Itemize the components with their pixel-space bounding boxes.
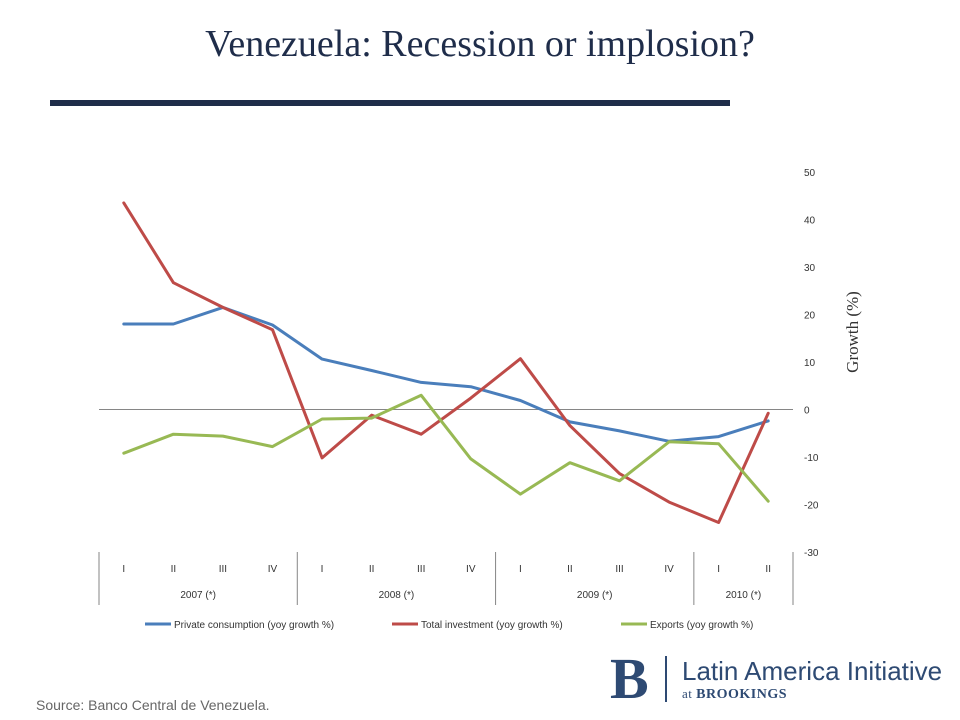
y-axis-label: Growth (%) [843,291,862,373]
y-tick-label: 40 [804,216,816,227]
brookings-logo: B Latin America Initiative at BROOKINGS [610,650,950,708]
y-tick-label: -30 [804,548,819,559]
year-label: 2007 (*) [180,590,216,601]
y-tick-label: 10 [804,358,816,369]
year-label: 2010 (*) [726,590,762,601]
quarter-label: II [765,564,771,575]
y-tick-label: 0 [804,406,810,417]
logo-mark: B [610,646,649,711]
quarter-label: I [122,564,125,575]
quarter-label: I [519,564,522,575]
y-tick-label: -20 [804,501,819,512]
source-note: Source: Banco Central de Venezuela. [36,697,270,713]
quarter-label: IV [466,564,476,575]
quarter-label: III [615,564,623,575]
y-tick-label: 20 [804,311,816,322]
series-line-3 [122,393,770,503]
legend-label: Exports (yoy growth %) [650,620,753,631]
page-title: Venezuela: Recession or implosion? [205,23,755,65]
quarter-label: II [369,564,375,575]
quarter-label: I [321,564,324,575]
chart-lines [122,201,770,524]
year-label: 2009 (*) [577,590,613,601]
logo-sub-brand: BROOKINGS [696,687,787,702]
year-label: 2008 (*) [379,590,415,601]
y-tick-label: 30 [804,263,816,274]
quarter-label: IV [664,564,674,575]
logo-sub-prefix: at [682,686,697,701]
quarter-label: II [171,564,177,575]
y-tick-label: 50 [804,168,816,179]
quarter-label: II [567,564,573,575]
logo-name: Latin America Initiative [682,656,943,686]
chart-legend: Private consumption (yoy growth %) Total … [145,620,753,631]
legend-label: Total investment (yoy growth %) [421,620,563,631]
logo-subtitle: at BROOKINGS [682,686,787,703]
series-line-2 [122,201,770,524]
quarter-label: III [219,564,227,575]
series-line-1 [122,305,770,443]
title-underline [50,100,730,106]
quarter-label: I [717,564,720,575]
y-tick-label: -10 [804,453,819,464]
logo-divider [665,656,667,702]
quarter-label: III [417,564,425,575]
legend-label: Private consumption (yoy growth %) [174,620,334,631]
chart-axes: 50 40 30 20 10 0 -10 -20 -30 Growth (%) 2007 (*) 20… [98,168,862,605]
quarter-label: IV [268,564,278,575]
